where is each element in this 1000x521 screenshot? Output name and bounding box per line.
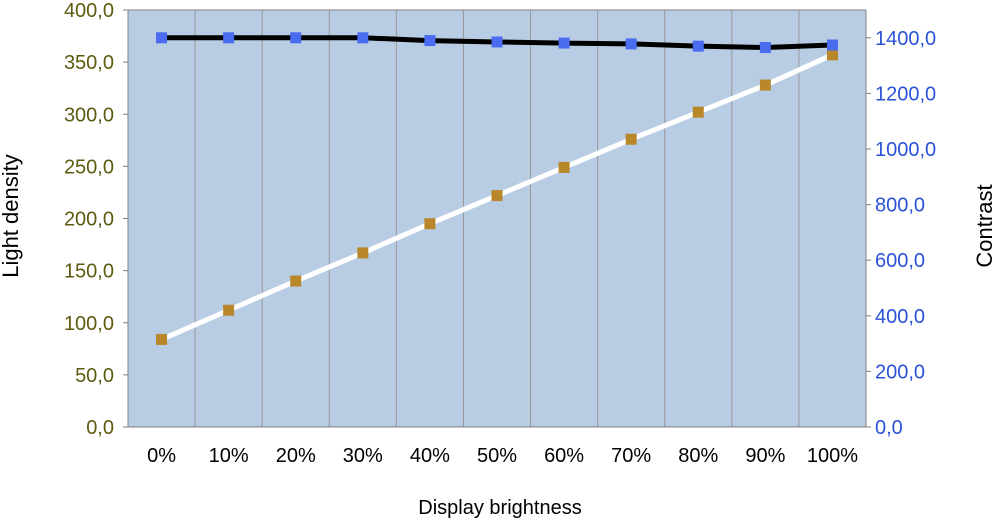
x-tick-label: 100% bbox=[807, 445, 858, 467]
right-y-tick-label: 200,0 bbox=[875, 361, 925, 383]
left-y-tick-label: 200,0 bbox=[64, 209, 114, 231]
light-density-data-point bbox=[223, 304, 235, 316]
left-y-tick-label: 150,0 bbox=[64, 261, 114, 283]
light-density-data-point bbox=[290, 275, 302, 287]
x-tick-label: 40% bbox=[410, 445, 450, 467]
plot-area bbox=[128, 10, 866, 427]
right-y-tick-label: 800,0 bbox=[875, 195, 925, 217]
right-y-tick-label: 1000,0 bbox=[875, 139, 936, 161]
left-y-tick-label: 100,0 bbox=[64, 313, 114, 335]
light-density-data-point bbox=[826, 49, 838, 61]
contrast-data-point bbox=[558, 37, 570, 49]
x-tick-label: 70% bbox=[611, 445, 651, 467]
x-axis-title: Display brightness bbox=[418, 497, 581, 519]
contrast-data-point bbox=[357, 32, 369, 44]
light-density-data-point bbox=[491, 190, 503, 202]
series bbox=[156, 32, 838, 345]
contrast-data-point bbox=[424, 35, 436, 47]
light-density-data-point bbox=[424, 218, 436, 230]
left-y-tick-label: 250,0 bbox=[64, 156, 114, 178]
left-y-axis-title: Light density bbox=[0, 154, 23, 278]
gridlines bbox=[194, 10, 800, 427]
x-tick-label: 30% bbox=[343, 445, 383, 467]
contrast-data-point bbox=[223, 32, 235, 44]
left-y-tick-label: 50,0 bbox=[75, 365, 114, 387]
right-y-axis-title: Contrast bbox=[972, 184, 997, 267]
x-tick-label: 0% bbox=[147, 445, 176, 467]
left-y-tick-label: 300,0 bbox=[64, 104, 114, 126]
light-density-data-point bbox=[625, 133, 637, 145]
contrast-data-point bbox=[491, 36, 503, 48]
right-y-tick-label: 400,0 bbox=[875, 306, 925, 328]
x-tick-label: 60% bbox=[544, 445, 584, 467]
contrast-data-point bbox=[692, 40, 704, 52]
x-tick-label: 10% bbox=[209, 445, 249, 467]
contrast-data-point bbox=[290, 32, 302, 44]
left-y-tick-label: 350,0 bbox=[64, 52, 114, 74]
right-y-tick-label: 1200,0 bbox=[875, 83, 936, 105]
left-y-tick-label: 400,0 bbox=[64, 0, 114, 22]
contrast-data-point bbox=[625, 38, 637, 50]
light-density-data-point bbox=[759, 79, 771, 91]
right-y-tick-label: 600,0 bbox=[875, 250, 925, 272]
light-density-data-point bbox=[357, 247, 369, 259]
axes: 0,0 50,0 100,0 150,0 200,0 250,0 300,0 350,0 400… bbox=[64, 0, 936, 467]
right-y-tick-label: 1400,0 bbox=[875, 28, 936, 50]
x-tick-label: 90% bbox=[745, 445, 785, 467]
contrast-data-point bbox=[826, 39, 838, 51]
light-density-data-point bbox=[558, 161, 570, 173]
x-tick-label: 80% bbox=[678, 445, 718, 467]
x-tick-label: 50% bbox=[477, 445, 517, 467]
contrast-data-point bbox=[156, 32, 168, 44]
light-density-data-point bbox=[692, 106, 704, 118]
contrast-data-point bbox=[759, 42, 771, 54]
x-tick-label: 20% bbox=[276, 445, 316, 467]
right-y-tick-label: 0,0 bbox=[875, 417, 903, 439]
light-density-data-point bbox=[156, 333, 168, 345]
left-y-tick-label: 0,0 bbox=[86, 417, 114, 439]
